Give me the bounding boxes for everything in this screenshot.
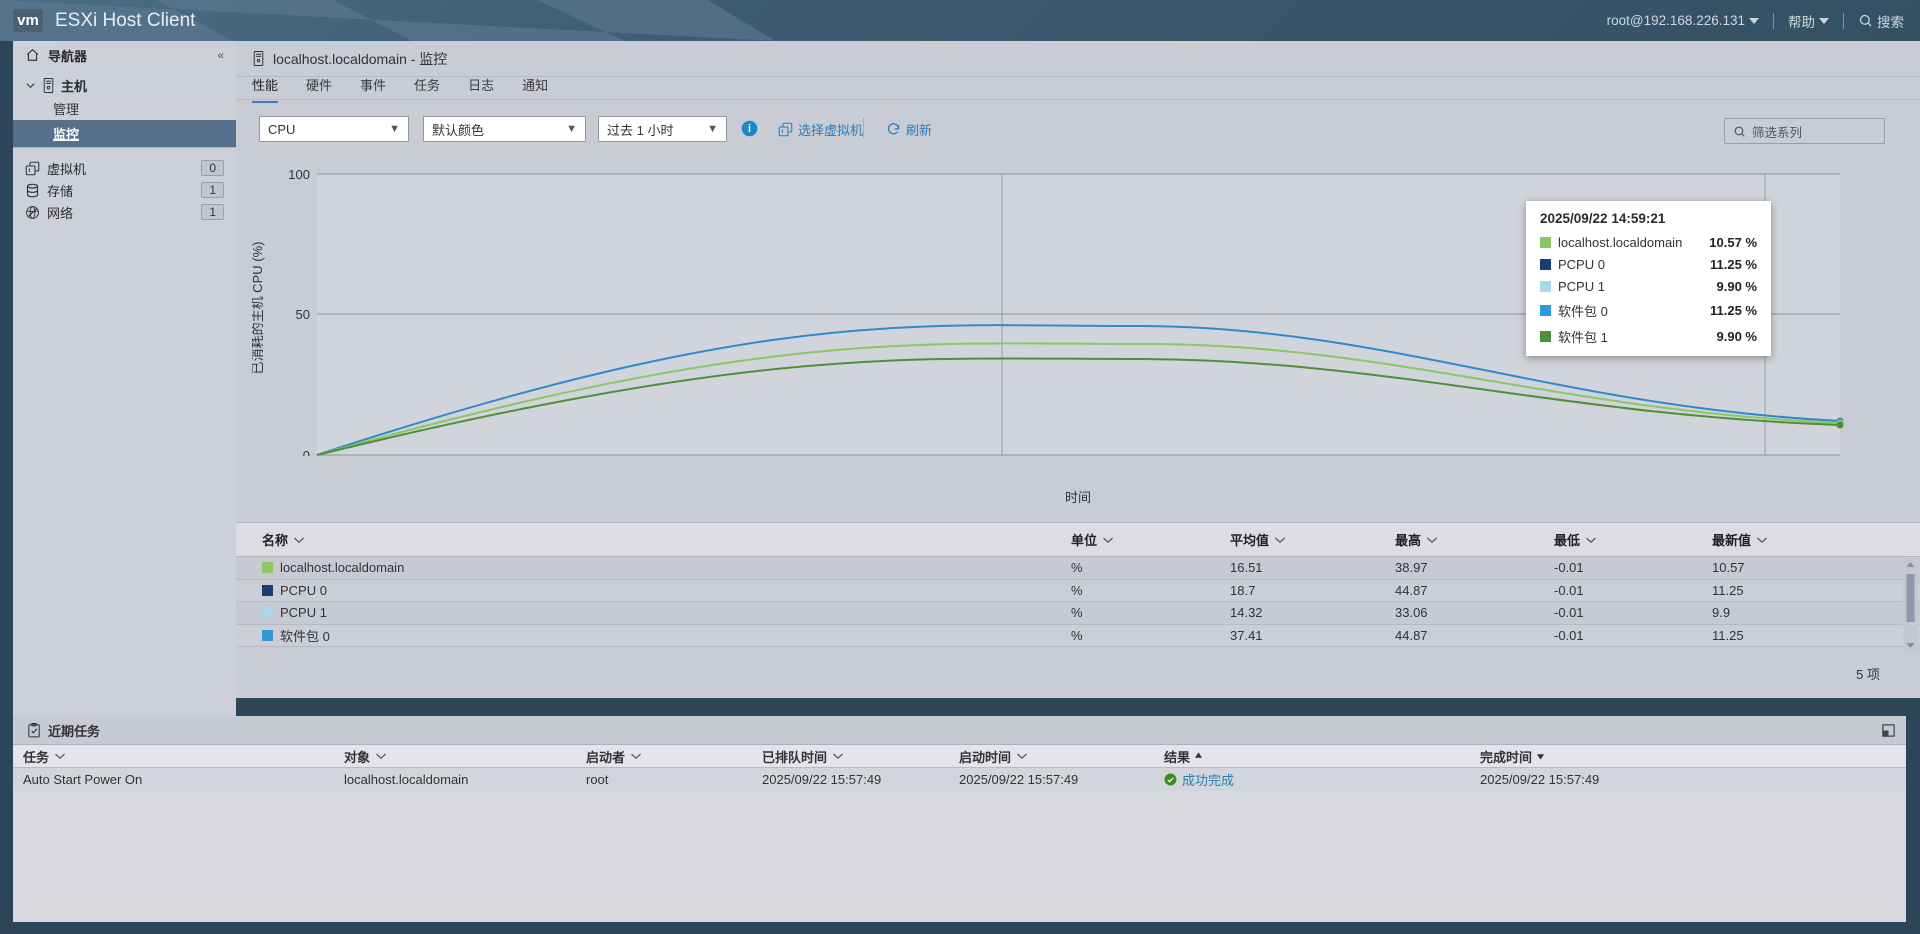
svg-text:0: 0 [303, 448, 310, 456]
svg-text:100: 100 [288, 167, 310, 182]
svg-text:50: 50 [296, 307, 310, 322]
svg-text:已消耗的主机 CPU (%): 已消耗的主机 CPU (%) [252, 242, 265, 375]
svg-text:i: i [748, 123, 751, 135]
